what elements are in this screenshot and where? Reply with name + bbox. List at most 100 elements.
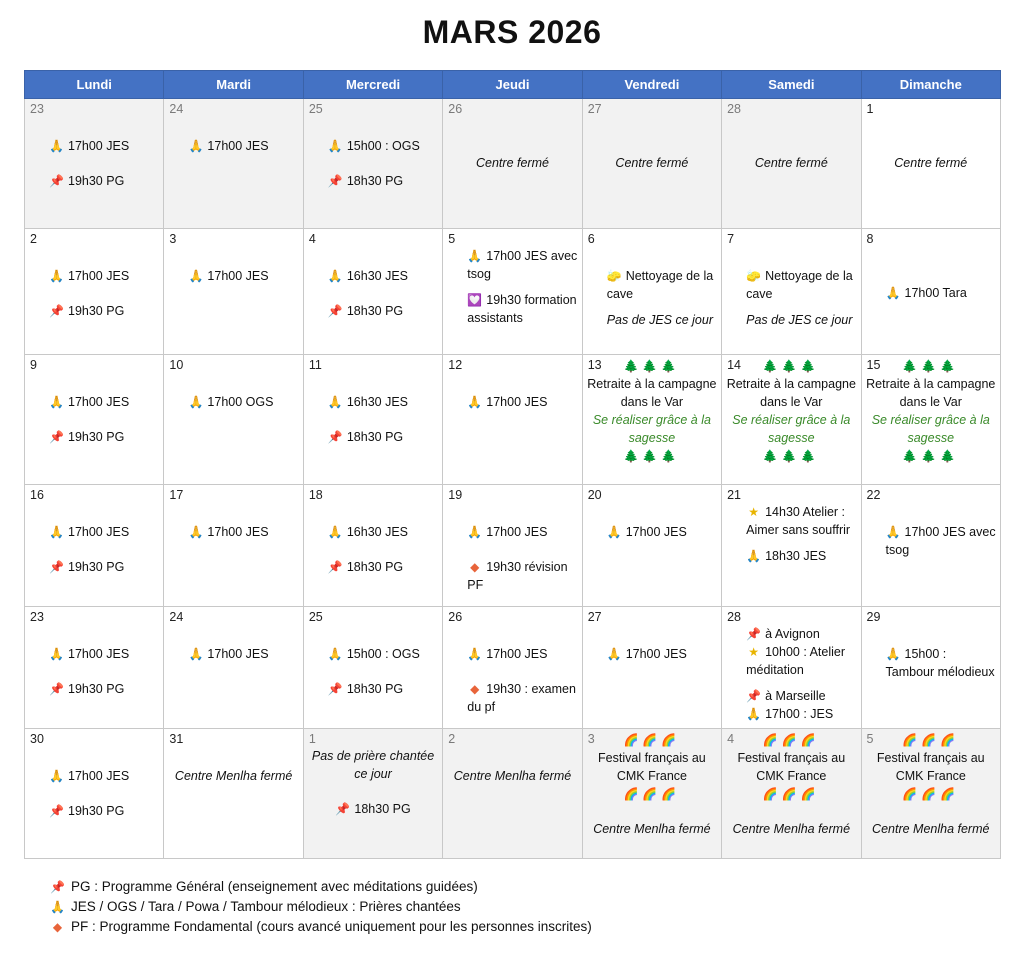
day-number: 3 — [587, 732, 595, 746]
day-cell[interactable]: 10 🙏 17h00 OGS — [163, 354, 304, 485]
event-line: 🙏 17h00 JES — [49, 137, 159, 155]
event-line: 📌 19h30 PG — [49, 428, 159, 446]
event-line: 🙏 17h00 JES — [467, 523, 577, 541]
day-cell[interactable]: 25 🙏 15h00 : OGS 📌 18h30 PG — [302, 606, 444, 729]
day-cell[interactable]: 7 🧽 Nettoyage de la cave Pas de JES ce jour — [721, 228, 862, 355]
day-cell[interactable]: 28 Centre fermé — [721, 98, 862, 229]
day-cell[interactable]: 1 Pas de prière chantée ce jour 📌 18h30 PG — [302, 728, 444, 859]
day-cell[interactable]: 2 🙏 17h00 JES 📌 19h30 PG — [23, 228, 165, 355]
day-number: 22 — [866, 488, 881, 502]
day-cell[interactable]: 27 🙏 17h00 JES — [581, 606, 723, 729]
praying-hands-icon: 🙏 — [49, 139, 64, 153]
day-cell[interactable]: 4 🌈🌈🌈 Festival français au CMK France 🌈🌈🌈 Ce… — [721, 728, 862, 859]
calendar-grid: Lundi Mardi Mercredi Jeudi Vendredi Samedi Dim… — [23, 70, 1002, 859]
legend-text: JES / OGS / Tara / Powa / Tambour mélodi… — [71, 899, 461, 914]
event-line: Festival français au CMK France — [866, 749, 996, 785]
day-cell[interactable]: 12 🙏 17h00 JES — [442, 354, 583, 485]
pushpin-icon: 📌 — [49, 804, 64, 818]
day-cell[interactable]: 17 🙏 17h00 JES — [163, 484, 304, 607]
praying-hands-icon: 🙏 — [49, 525, 64, 539]
day-cell[interactable]: 16 🙏 17h00 JES 📌 19h30 PG — [23, 484, 165, 607]
day-cell[interactable]: 25 🙏 15h00 : OGS 📌 18h30 PG — [302, 98, 444, 229]
praying-hands-icon: 🙏 — [188, 647, 204, 661]
event-line: 📌 19h30 PG — [49, 302, 159, 320]
day-cell[interactable]: 15 🌲🌲🌲 Retraite à la campagne dans le Var S… — [860, 354, 1002, 485]
event-text: 16h30 JES — [346, 525, 409, 539]
star-icon: ★ — [748, 645, 759, 659]
day-number: 2 — [448, 732, 456, 746]
day-cell[interactable]: 26 🙏 17h00 JES ◆ 19h30 : examen du pf — [442, 606, 583, 729]
day-cell[interactable]: 4 🙏 16h30 JES 📌 18h30 PG — [302, 228, 444, 355]
weekday-header: Samedi — [721, 70, 862, 99]
day-cell[interactable]: 23 🙏 17h00 JES 📌 19h30 PG — [23, 98, 165, 229]
day-cell[interactable]: 23 🙏 17h00 JES 📌 19h30 PG — [23, 606, 165, 729]
event-text: Centre Menlha fermé — [453, 769, 572, 783]
event-line: 🙏 17h00 JES — [188, 523, 298, 541]
week-row: 23 🙏 17h00 JES 📌 19h30 PG 24 🙏 17h00 JES 25 🙏 15h0… — [23, 606, 1002, 729]
orange-diamond-icon: ◆ — [470, 560, 480, 574]
day-cell[interactable]: 11 🙏 16h30 JES 📌 18h30 PG — [302, 354, 444, 485]
day-cell[interactable]: 24 🙏 17h00 JES — [163, 98, 304, 229]
weekday-header-row: Lundi Mardi Mercredi Jeudi Vendredi Samedi Dim… — [23, 70, 1002, 99]
day-number: 31 — [169, 732, 184, 746]
event-line: Pas de JES ce jour — [746, 311, 856, 329]
rainbow-icons: 🌈🌈🌈 — [623, 733, 681, 747]
day-cell[interactable]: 20 🙏 17h00 JES — [581, 484, 723, 607]
event-line: 🙏 17h00 Tara — [886, 284, 996, 302]
event-line: Festival français au CMK France — [587, 749, 717, 785]
weekday-header: Mercredi — [302, 70, 444, 99]
praying-hands-icon: 🙏 — [327, 269, 343, 283]
pushpin-icon: 📌 — [50, 880, 65, 894]
tree-icons: 🌲🌲🌲 — [762, 449, 820, 463]
event-line: 🙏 17h00 JES — [49, 767, 159, 785]
day-cell[interactable]: 13 🌲🌲🌲 Retraite à la campagne dans le Var S… — [581, 354, 723, 485]
weekday-header: Jeudi — [442, 70, 583, 99]
day-cell[interactable]: 8 🙏 17h00 Tara — [860, 228, 1002, 355]
day-cell[interactable]: 14 🌲🌲🌲 Retraite à la campagne dans le Var S… — [721, 354, 862, 485]
day-cell[interactable]: 9 🙏 17h00 JES 📌 19h30 PG — [23, 354, 165, 485]
day-cell[interactable]: 22 🙏 17h00 JES avec tsog — [860, 484, 1002, 607]
day-cell[interactable]: 26 Centre fermé — [442, 98, 583, 229]
day-number: 24 — [169, 102, 184, 116]
day-cell[interactable]: 3 🙏 17h00 JES — [163, 228, 304, 355]
event-text: 17h00 JES avec tsog — [885, 525, 996, 557]
rainbow-icons: 🌈🌈🌈 — [762, 733, 820, 747]
day-cell[interactable]: 6 🧽 Nettoyage de la cave Pas de JES ce jour — [581, 228, 723, 355]
event-line: Centre Menlha fermé — [866, 820, 996, 838]
day-cell[interactable]: 27 Centre fermé — [581, 98, 723, 229]
day-cell[interactable]: 2 Centre Menlha fermé — [442, 728, 583, 859]
event-text: Centre Menlha fermé — [593, 822, 711, 836]
event-line: Centre Menlha fermé — [587, 820, 717, 838]
praying-hands-icon: 🙏 — [467, 249, 483, 263]
day-cell[interactable]: 28 📌 à Avignon ★ 10h00 : Atelier méditation 📌… — [721, 606, 862, 729]
day-cell[interactable]: 18 🙏 16h30 JES 📌 18h30 PG — [302, 484, 444, 607]
day-number: 28 — [727, 102, 742, 116]
event-line: Centre Menlha fermé — [726, 820, 856, 838]
day-cell[interactable]: 3 🌈🌈🌈 Festival français au CMK France 🌈🌈🌈 Ce… — [581, 728, 723, 859]
event-line: 📌 19h30 PG — [49, 172, 159, 190]
day-cell[interactable]: 5 🌈🌈🌈 Festival français au CMK France 🌈🌈🌈 Ce… — [860, 728, 1002, 859]
day-cell[interactable]: 24 🙏 17h00 JES — [163, 606, 304, 729]
event-line: 🙏 17h00 OGS — [188, 393, 298, 411]
day-cell[interactable]: 31 Centre Menlha fermé — [163, 728, 304, 859]
week-row: 16 🙏 17h00 JES 📌 19h30 PG 17 🙏 17h00 JES 18 🙏 16h3… — [23, 484, 1002, 607]
event-line: ★ 10h00 : Atelier méditation — [746, 643, 856, 679]
day-number: 30 — [30, 732, 44, 746]
event-text: à Marseille — [765, 689, 826, 703]
event-text: 18h30 PG — [346, 174, 404, 188]
event-line: 🧽 Nettoyage de la cave — [746, 267, 856, 303]
day-cell[interactable]: 1 Centre fermé — [860, 98, 1002, 229]
event-line: 📌 à Avignon — [746, 625, 856, 643]
day-cell[interactable]: 29 🙏 15h00 : Tambour mélodieux — [860, 606, 1002, 729]
event-line: 📌 18h30 PG — [308, 800, 438, 818]
day-cell[interactable]: 19 🙏 17h00 JES ◆ 19h30 révision PF — [442, 484, 583, 607]
day-cell[interactable]: 21 ★ 14h30 Atelier : Aimer sans souffrir 🙏 1… — [721, 484, 862, 607]
event-text: 17h00 JES — [625, 647, 687, 661]
weekday-header: Mardi — [163, 70, 304, 99]
event-text: Retraite à la campagne dans le Var — [726, 377, 856, 409]
day-cell[interactable]: 5 🙏 17h00 JES avec tsog 💟 19h30 formation as… — [442, 228, 583, 355]
day-cell[interactable]: 30 🙏 17h00 JES 📌 19h30 PG — [23, 728, 165, 859]
event-line: Centre fermé — [866, 154, 996, 172]
event-text: 10h00 : Atelier méditation — [746, 645, 846, 677]
event-line: 🙏 16h30 JES — [328, 267, 438, 285]
